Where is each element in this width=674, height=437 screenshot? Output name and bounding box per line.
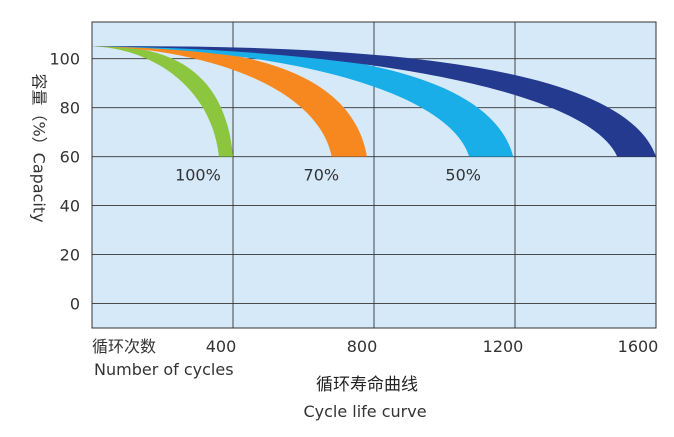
x-tick-labels: 400 800 1200 1600: [206, 337, 659, 356]
y-tick-label: 40: [60, 197, 80, 216]
x-tick-label: 400: [206, 337, 237, 356]
x-tick-label: 1600: [618, 337, 659, 356]
x-tick-label: 1200: [483, 337, 524, 356]
grid-lines: [92, 22, 657, 328]
capacity-band: [92, 46, 367, 157]
capacity-band: [92, 46, 514, 157]
capacity-band: [92, 46, 656, 157]
y-axis-label: 容量（%）Capacity: [30, 73, 49, 222]
y-tick-labels: 0 20 40 60 80 100: [49, 50, 80, 314]
series-labels: 100% 70% 50%: [175, 166, 481, 185]
x-axis-label-cn: 循环次数: [92, 337, 156, 356]
series-label: 70%: [304, 166, 340, 185]
y-tick-label: 20: [60, 246, 80, 265]
capacity-band: [92, 46, 233, 157]
x-axis-label: Number of cycles: [94, 360, 234, 379]
y-tick-label: 100: [49, 50, 80, 69]
chart-title: 循环寿命曲线: [316, 375, 418, 395]
y-tick-label: 80: [60, 99, 80, 118]
y-tick-label: 0: [70, 295, 80, 314]
chart-subtitle: Cycle life curve: [303, 402, 426, 421]
y-tick-label: 60: [60, 148, 80, 167]
capacity-bands: [92, 46, 656, 157]
series-label: 100%: [175, 166, 221, 185]
x-tick-label: 800: [347, 337, 378, 356]
series-label: 50%: [445, 166, 481, 185]
